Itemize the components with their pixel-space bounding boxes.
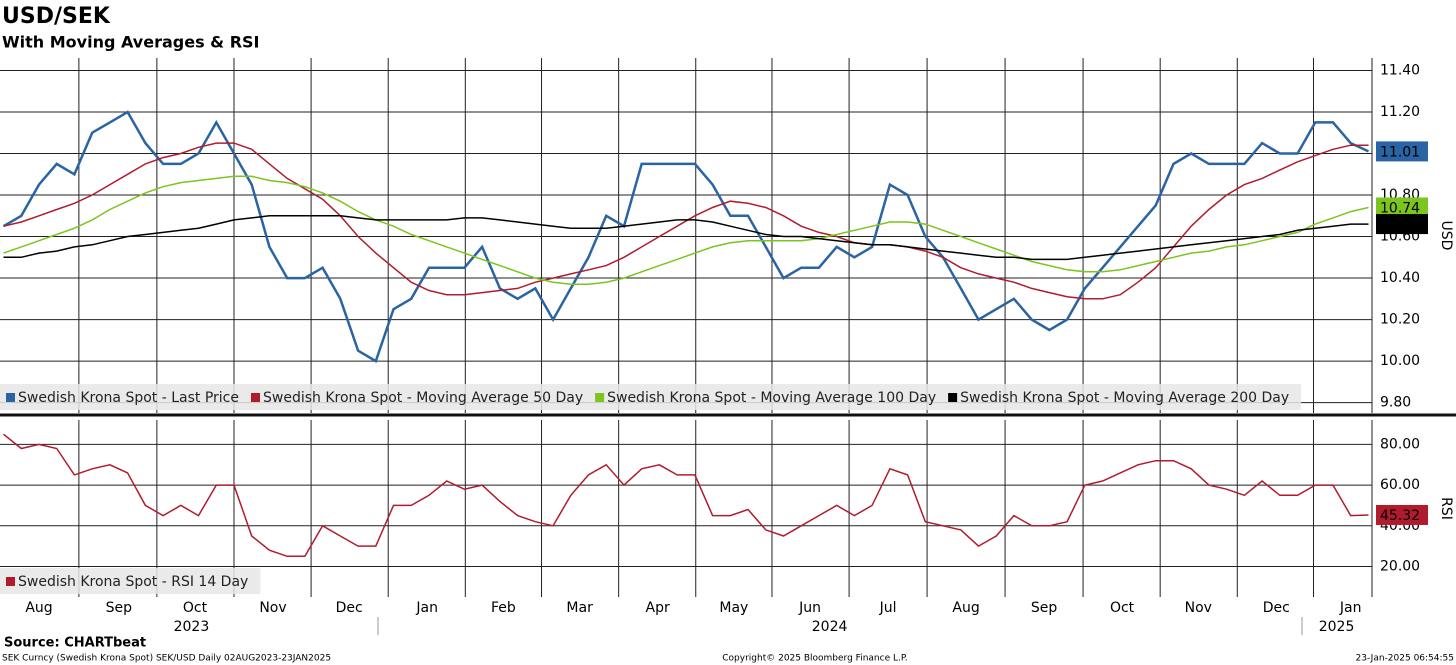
- x-tick-label: Dec: [1263, 600, 1290, 616]
- x-tick-label: Jan: [1339, 600, 1362, 616]
- x-tick-label: Jun: [798, 600, 821, 616]
- last-value-label: 45.32: [1380, 508, 1420, 524]
- last-value-box: [1376, 197, 1428, 218]
- legend-label: Swedish Krona Spot - Moving Average 100 …: [607, 390, 936, 406]
- footer-right: 23-Jan-2025 06:54:55: [1355, 654, 1454, 664]
- legend-label: Swedish Krona Spot - Moving Average 200 …: [960, 390, 1289, 406]
- legend: Swedish Krona Spot - Last Price Swedish K…: [0, 384, 1302, 410]
- legend-label: Swedish Krona Spot - Last Price: [18, 390, 239, 406]
- x-tick-label: Nov: [259, 600, 286, 616]
- x-tick-label: Jul: [879, 600, 897, 616]
- y-tick-label: 9.80: [1380, 395, 1411, 411]
- x-tick-label: May: [719, 600, 748, 616]
- y-axis-label: USD: [1438, 221, 1454, 251]
- last-value-box: [1376, 141, 1428, 162]
- y-tick-label: 60.00: [1380, 477, 1420, 493]
- chart-subtitle: With Moving Averages & RSI: [2, 33, 259, 52]
- x-tick-label: Nov: [1185, 600, 1212, 616]
- x-tick-label: Jan: [415, 600, 438, 616]
- y-axis-label: RSI: [1438, 497, 1454, 520]
- legend-label: Swedish Krona Spot - RSI 14 Day: [18, 574, 248, 590]
- last-value-box: [1376, 504, 1428, 525]
- x-tick-label: Feb: [491, 600, 516, 616]
- series-line: [2, 110, 1370, 363]
- year-label: 2025: [1319, 619, 1355, 635]
- last-value-label: 10.74: [1380, 200, 1420, 216]
- legend-swatch: [6, 577, 15, 586]
- last-value-label: 10.66: [1380, 217, 1420, 233]
- x-tick-label: Sep: [1031, 600, 1058, 616]
- x-tick-label: Aug: [25, 600, 52, 616]
- legend-swatch: [948, 393, 958, 402]
- source: Source: CHARTbeat: [4, 636, 146, 651]
- x-tick-label: Sep: [106, 600, 133, 616]
- series-line: [3, 215, 1369, 261]
- y-tick-label: 10.40: [1380, 270, 1420, 286]
- series-line: [3, 175, 1369, 286]
- y-tick-label: 20.00: [1380, 558, 1420, 574]
- y-tick-label: 11.40: [1380, 62, 1420, 78]
- x-tick-label: Mar: [566, 600, 593, 616]
- year-label: 2024: [812, 619, 848, 635]
- x-tick-label: Oct: [183, 600, 208, 616]
- x-tick-label: Oct: [1110, 600, 1135, 616]
- last-value-label: 11.01: [1380, 144, 1420, 160]
- year-label: 2023: [174, 619, 210, 635]
- series-line: [3, 433, 1369, 558]
- footer-center: Copyright© 2025 Bloomberg Finance L.P.: [722, 654, 907, 664]
- y-tick-label: 10.00: [1380, 353, 1420, 369]
- y-tick-label: 80.00: [1380, 436, 1420, 452]
- legend-swatch: [251, 393, 260, 402]
- legend-label: Swedish Krona Spot - Moving Average 50 D…: [263, 390, 583, 406]
- legend-background: [0, 568, 261, 594]
- y-tick-label: 11.20: [1380, 104, 1420, 120]
- x-tick-label: Aug: [952, 600, 979, 616]
- legend-swatch: [6, 393, 15, 402]
- legend-swatch: [595, 393, 605, 402]
- last-value-box: [1376, 214, 1428, 235]
- legend-background: [0, 384, 1302, 410]
- series-line: [3, 142, 1369, 300]
- legend: Swedish Krona Spot - RSI 14 Day: [0, 568, 261, 594]
- x-tick-label: Dec: [336, 600, 363, 616]
- chart-title: USD/SEK: [2, 4, 111, 29]
- footer-left: SEK Curncy (Swedish Krona Spot) SEK/USD …: [2, 654, 331, 664]
- y-tick-label: 10.20: [1380, 312, 1420, 328]
- x-tick-label: Apr: [646, 600, 670, 616]
